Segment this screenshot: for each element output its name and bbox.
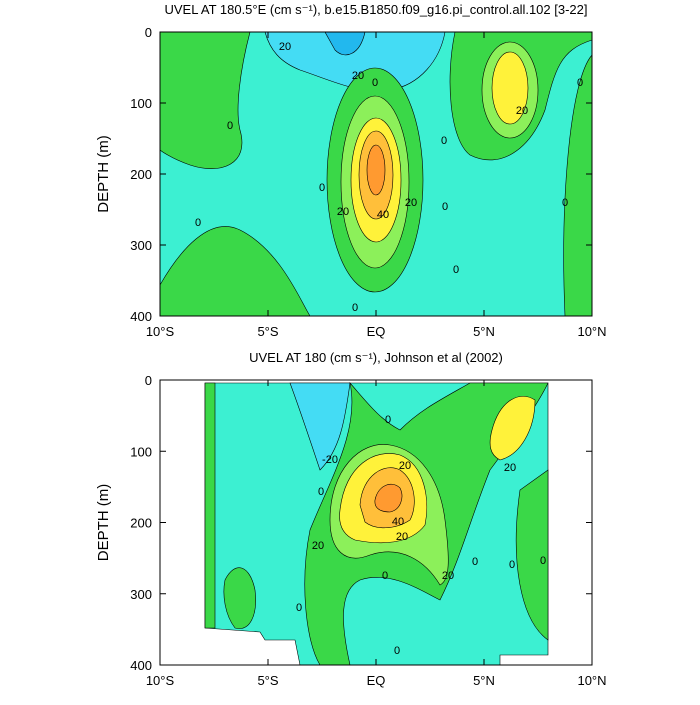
- contour-label: 40: [392, 516, 404, 528]
- y-tick-label: 300: [130, 587, 152, 602]
- x-tick-label: 5°S: [257, 324, 278, 339]
- contour-label: 0: [382, 570, 388, 582]
- x-tick-label: EQ: [367, 673, 386, 688]
- contour-label: -20: [322, 454, 338, 466]
- contour-label: 0: [319, 182, 325, 194]
- contour-label: 20: [396, 531, 408, 543]
- chart-title: UVEL AT 180.5°E (cm s⁻¹), b.e15.B1850.f0…: [164, 2, 587, 17]
- contour-label: 0: [540, 555, 546, 567]
- contour-label: 0: [442, 201, 448, 213]
- contour-label: 0: [372, 77, 378, 89]
- contour-label: 20: [352, 70, 364, 82]
- contour-fill: [159, 31, 593, 317]
- y-tick-label: 0: [145, 25, 152, 40]
- y-tick-label: 100: [130, 96, 152, 111]
- contour-label: 20: [405, 197, 417, 209]
- contour-label: 0: [318, 486, 324, 498]
- contour-label: 20: [516, 105, 528, 117]
- contour-fill: [204, 381, 549, 666]
- y-tick-label: 400: [130, 309, 152, 324]
- contour-label: 20: [337, 206, 349, 218]
- contour-label: 20: [279, 41, 291, 53]
- x-tick-label: 10°S: [146, 324, 175, 339]
- x-tick-label: EQ: [367, 324, 386, 339]
- x-tick-label: 5°N: [473, 673, 495, 688]
- contour-label: 20: [399, 460, 411, 472]
- contour-label: 0: [453, 264, 459, 276]
- contour-label: 0: [472, 556, 478, 568]
- contour-label: 0: [394, 645, 400, 657]
- y-tick-label: 100: [130, 444, 152, 459]
- chart-title: UVEL AT 180 (cm s⁻¹), Johnson et al (200…: [249, 350, 503, 365]
- contour-label: 0: [509, 559, 515, 571]
- contour-label: 0: [195, 217, 201, 229]
- x-tick-label: 10°N: [577, 324, 606, 339]
- y-axis-label: DEPTH (m): [95, 484, 112, 562]
- x-tick-label: 5°N: [473, 324, 495, 339]
- contour-label: 0: [385, 414, 391, 426]
- y-axis-label: DEPTH (m): [95, 135, 112, 213]
- contour-label: 20: [312, 540, 324, 552]
- y-tick-label: 300: [130, 238, 152, 253]
- contour-label: 20: [504, 462, 516, 474]
- y-tick-label: 200: [130, 516, 152, 531]
- contour-label: 0: [227, 120, 233, 132]
- y-tick-label: 200: [130, 167, 152, 182]
- x-tick-label: 10°S: [146, 673, 175, 688]
- x-tick-label: 10°N: [577, 673, 606, 688]
- y-tick-label: 400: [130, 658, 152, 673]
- contour-label: 0: [296, 602, 302, 614]
- contour-label: 0: [441, 135, 447, 147]
- contour-label: 0: [562, 197, 568, 209]
- contour-label: 0: [577, 77, 583, 89]
- y-tick-label: 0: [145, 373, 152, 388]
- x-tick-label: 5°S: [257, 673, 278, 688]
- contour-label: 0: [352, 302, 358, 314]
- contour-label: 40: [377, 209, 389, 221]
- contour-label: 20: [442, 570, 454, 582]
